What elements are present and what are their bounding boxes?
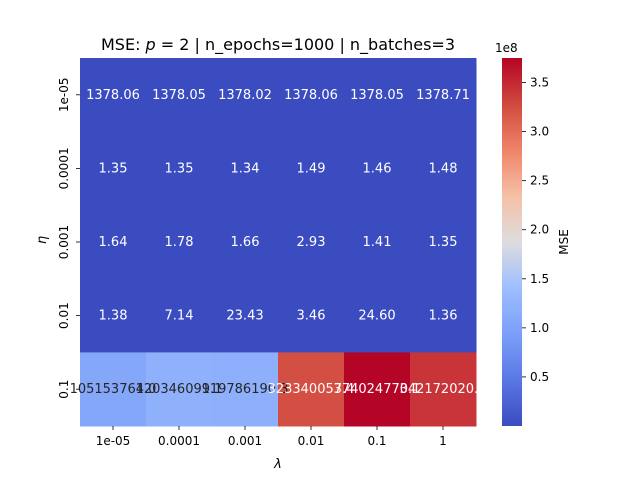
- heatmap-cell: [146, 278, 213, 353]
- heatmap-cell: [278, 352, 345, 427]
- heatmap-cell: [80, 278, 147, 353]
- cell-value-label: 1.66: [231, 235, 260, 250]
- cell-value-label: 1378.06: [86, 88, 140, 103]
- y-axis-label: η: [35, 236, 50, 244]
- heatmap-cell: [344, 131, 411, 206]
- y-tick-label: 1e-05: [57, 77, 71, 112]
- cell-value-label: 1.78: [165, 235, 194, 250]
- heatmap-cell: [410, 278, 477, 353]
- heatmap-cell: [80, 352, 147, 427]
- y-tick-label: 0.1: [57, 380, 71, 399]
- colorbar-tick-label: 0.5: [530, 370, 549, 384]
- cell-value-label: 342172020.8: [400, 382, 487, 397]
- cell-value-label: 1.48: [429, 161, 458, 176]
- cell-value-label: 1.35: [99, 161, 128, 176]
- heatmap-cell: [410, 352, 477, 427]
- x-tick-label: 0.0001: [158, 434, 200, 448]
- heatmap-cell: [344, 58, 411, 133]
- cell-value-label: 1.34: [231, 161, 260, 176]
- cell-value-label: 2.93: [297, 235, 326, 250]
- heatmap-cell: [278, 205, 345, 280]
- cell-value-label: 1.49: [297, 161, 326, 176]
- y-axis-ticks: 1e-05 0.0001 0.001 0.01 0.1: [57, 77, 80, 399]
- colorbar-tick-label: 3.5: [530, 76, 549, 90]
- heatmap-cell: [146, 58, 213, 133]
- x-tick-label: 0.001: [228, 434, 262, 448]
- heatmap-cell: [212, 58, 279, 133]
- title-variable: p: [145, 35, 156, 54]
- heatmap-cell: [344, 352, 411, 427]
- heatmap-cell-labels: 1378.06 1378.05 1378.02 1378.06 1378.05 1378.…: [70, 88, 487, 397]
- colorbar-tick-label: 2.5: [530, 174, 549, 188]
- cell-value-label: 119786190.3: [202, 382, 289, 397]
- cell-value-label: 1.64: [99, 235, 128, 250]
- heatmap-cell: [146, 131, 213, 206]
- y-tick-label: 0.01: [57, 302, 71, 329]
- cell-value-label: 374024770.1: [334, 382, 421, 397]
- cell-value-label: 1.41: [363, 235, 392, 250]
- heatmap-cell: [212, 352, 279, 427]
- cell-value-label: 1378.05: [152, 88, 206, 103]
- cell-value-label: 120346099.1: [136, 382, 223, 397]
- y-tick-label: 0.001: [57, 225, 71, 259]
- cell-value-label: 23.43: [226, 309, 263, 324]
- heatmap-cell: [344, 205, 411, 280]
- y-tick-label: 0.0001: [57, 147, 71, 189]
- heatmap-cell: [278, 278, 345, 353]
- heatmap-cells: [80, 58, 477, 427]
- colorbar-label: MSE: [557, 229, 571, 255]
- colorbar-tick-label: 2.0: [530, 223, 549, 237]
- colorbar-tick-label: 1.0: [530, 321, 549, 335]
- heatmap-cell: [410, 58, 477, 133]
- x-tick-label: 0.01: [298, 434, 325, 448]
- heatmap-cell: [212, 278, 279, 353]
- cell-value-label: 7.14: [165, 309, 194, 324]
- heatmap-cell: [212, 131, 279, 206]
- x-axis-label: λ: [273, 457, 282, 472]
- cell-value-label: 1.38: [99, 309, 128, 324]
- colorbar-tick-label: 3.0: [530, 125, 549, 139]
- cell-value-label: 1.46: [363, 161, 392, 176]
- cell-value-label: 1378.06: [284, 88, 338, 103]
- colorbar-tick-label: 1.5: [530, 272, 549, 286]
- cell-value-label: 1378.05: [350, 88, 404, 103]
- x-tick-label: 0.1: [367, 434, 386, 448]
- chart-title: MSE: p = 2 | n_epochs=1000 | n_batches=3: [101, 35, 455, 55]
- cell-value-label: 105153764.0: [70, 382, 157, 397]
- heatmap-cell: [146, 205, 213, 280]
- heatmap-cell: [80, 131, 147, 206]
- colorbar-ticks: 0.5 1.0 1.5 2.0 2.5 3.0 3.5: [522, 76, 549, 384]
- heatmap-cell: [344, 278, 411, 353]
- cell-value-label: 3.46: [297, 309, 326, 324]
- cell-value-label: 1.36: [429, 309, 458, 324]
- cell-value-label: 323340057.4: [268, 382, 355, 397]
- colorbar: [502, 58, 522, 426]
- colorbar-multiplier: 1e8: [495, 41, 518, 55]
- heatmap-cell: [410, 131, 477, 206]
- x-axis-ticks: 1e-05 0.0001 0.001 0.01 0.1 1: [96, 426, 447, 448]
- heatmap-cell: [212, 205, 279, 280]
- x-tick-label: 1e-05: [96, 434, 131, 448]
- cell-value-label: 1378.02: [218, 88, 272, 103]
- cell-value-label: 24.60: [358, 309, 395, 324]
- cell-value-label: 1378.71: [416, 88, 470, 103]
- cell-value-label: 1.35: [165, 161, 194, 176]
- x-tick-label: 1: [439, 434, 447, 448]
- heatmap-cell: [410, 205, 477, 280]
- heatmap-cell: [278, 131, 345, 206]
- heatmap-cell: [80, 58, 147, 133]
- heatmap-cell: [146, 352, 213, 427]
- heatmap-cell: [80, 205, 147, 280]
- heatmap-cell: [278, 58, 345, 133]
- cell-value-label: 1.35: [429, 235, 458, 250]
